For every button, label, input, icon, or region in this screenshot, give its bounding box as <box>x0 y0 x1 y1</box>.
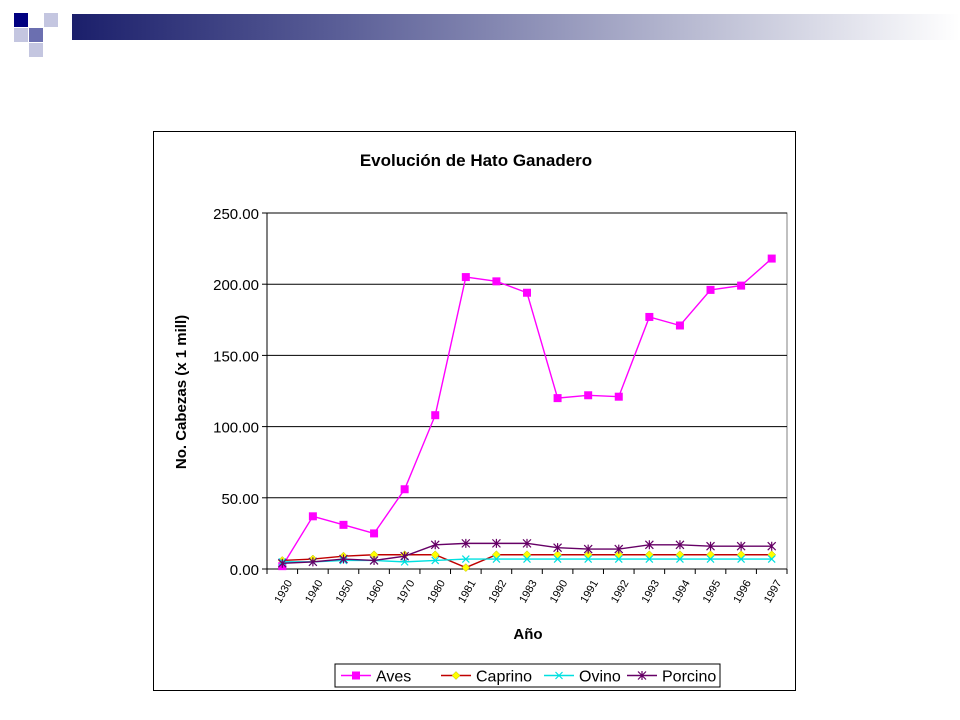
x-tick-label: 1997 <box>762 578 785 605</box>
data-point-aves <box>492 277 501 286</box>
data-point-ovino <box>461 555 470 563</box>
x-tick-label: 1960 <box>364 578 387 605</box>
decor-square-light-b <box>14 28 28 42</box>
y-tick-label: 50.00 <box>221 491 259 508</box>
data-point-aves <box>767 254 776 263</box>
line-chart: Evolución de Hato Ganadero No. Cabezas (… <box>173 151 788 688</box>
x-tick-label: 1981 <box>456 578 479 605</box>
decor-square-dark <box>14 13 28 27</box>
x-tick-label: 1940 <box>303 578 326 605</box>
data-point-aves <box>308 512 317 521</box>
decor-square-mid <box>29 28 43 42</box>
data-point-porcino <box>461 538 471 548</box>
legend: Aves Caprino Ovino Porcino <box>334 663 721 688</box>
legend-item-aves: Aves <box>341 669 411 686</box>
x-tick-label: 1990 <box>548 578 571 605</box>
chart-title: Evolución de Hato Ganadero <box>360 151 592 170</box>
data-point-ovino <box>431 556 440 565</box>
data-point-caprino <box>461 563 471 572</box>
data-point-porcino <box>522 538 532 548</box>
x-axis-label: Año <box>513 626 542 643</box>
data-point-ovino <box>614 555 623 563</box>
data-point-ovino <box>645 555 654 563</box>
series-porcino <box>277 538 777 568</box>
x-tick-label: 1991 <box>578 578 601 605</box>
x-tick-label: 1992 <box>609 578 632 605</box>
data-point-porcino <box>675 540 685 550</box>
data-point-ovino <box>523 555 531 563</box>
decor-square-light-a <box>44 13 58 27</box>
data-point-aves <box>645 312 654 321</box>
data-point-caprino <box>430 550 440 560</box>
data-point-porcino <box>400 551 410 561</box>
data-point-porcino <box>491 538 501 548</box>
x-tick-label: 1996 <box>731 578 754 605</box>
data-point-ovino <box>737 555 746 563</box>
data-point-ovino <box>553 555 562 563</box>
data-point-porcino <box>430 540 440 550</box>
data-point-porcino <box>308 557 318 567</box>
y-tick-label: 150.00 <box>213 348 259 365</box>
plot-area <box>266 212 788 570</box>
x-tick-label: 1950 <box>334 578 357 605</box>
legend-marker-porcino <box>637 671 647 680</box>
data-point-aves <box>706 285 715 294</box>
x-tick-label: 1930 <box>272 578 295 605</box>
data-point-aves <box>370 529 379 538</box>
x-tick-label: 1982 <box>487 578 510 605</box>
legend-label-caprino: Caprino <box>476 669 532 686</box>
data-point-aves <box>584 391 593 400</box>
data-point-aves <box>553 394 562 403</box>
chart-frame: Evolución de Hato Ganadero No. Cabezas (… <box>153 131 796 691</box>
data-point-ovino <box>706 555 715 563</box>
x-tick-label: 1980 <box>425 578 448 605</box>
data-point-aves <box>523 288 531 297</box>
data-point-ovino <box>584 555 593 563</box>
x-tick-label: 1983 <box>517 578 540 605</box>
data-point-porcino <box>277 558 287 568</box>
legend-label-ovino: Ovino <box>579 669 621 686</box>
data-point-aves <box>614 392 623 401</box>
data-point-ovino <box>492 555 501 563</box>
x-tick-label: 1970 <box>395 578 418 605</box>
data-point-ovino <box>767 555 776 563</box>
legend-label-porcino: Porcino <box>662 669 716 686</box>
legend-marker-ovino <box>555 671 563 680</box>
legend-item-ovino: Ovino <box>544 669 621 686</box>
legend-marker-caprino <box>451 671 461 680</box>
y-tick-label: 0.00 <box>230 562 259 579</box>
header-gradient-bar <box>72 14 960 40</box>
data-point-aves <box>400 485 409 494</box>
series-aves <box>278 254 776 571</box>
legend-label-aves: Aves <box>376 669 411 686</box>
data-point-aves <box>675 321 684 330</box>
y-tick-label: 250.00 <box>213 206 259 223</box>
data-point-porcino <box>706 541 715 551</box>
data-point-aves <box>431 411 440 420</box>
y-tick-label: 200.00 <box>213 277 259 294</box>
data-point-porcino <box>553 543 563 553</box>
data-point-aves <box>461 273 470 282</box>
y-tick-label: 100.00 <box>213 420 259 437</box>
data-point-aves <box>737 281 746 290</box>
decor-square-light-c <box>29 43 43 57</box>
x-tick-label: 1994 <box>670 578 693 605</box>
data-point-porcino <box>614 544 624 554</box>
y-axis-label: No. Cabezas (x 1 mill) <box>173 315 190 469</box>
data-point-porcino <box>583 544 593 554</box>
x-tick-label: 1995 <box>701 578 724 605</box>
x-tick-label: 1993 <box>640 578 663 605</box>
data-point-aves <box>339 520 348 529</box>
data-point-ovino <box>400 557 409 566</box>
data-point-porcino <box>767 541 777 551</box>
data-point-ovino <box>676 555 684 563</box>
data-point-porcino <box>736 541 746 551</box>
data-point-porcino <box>339 554 348 564</box>
legend-item-porcino: Porcino <box>627 669 716 686</box>
legend-box <box>334 663 721 688</box>
data-point-porcino <box>369 555 379 565</box>
legend-item-caprino: Caprino <box>441 669 532 686</box>
legend-marker-aves <box>352 671 360 680</box>
data-point-porcino <box>644 540 654 550</box>
